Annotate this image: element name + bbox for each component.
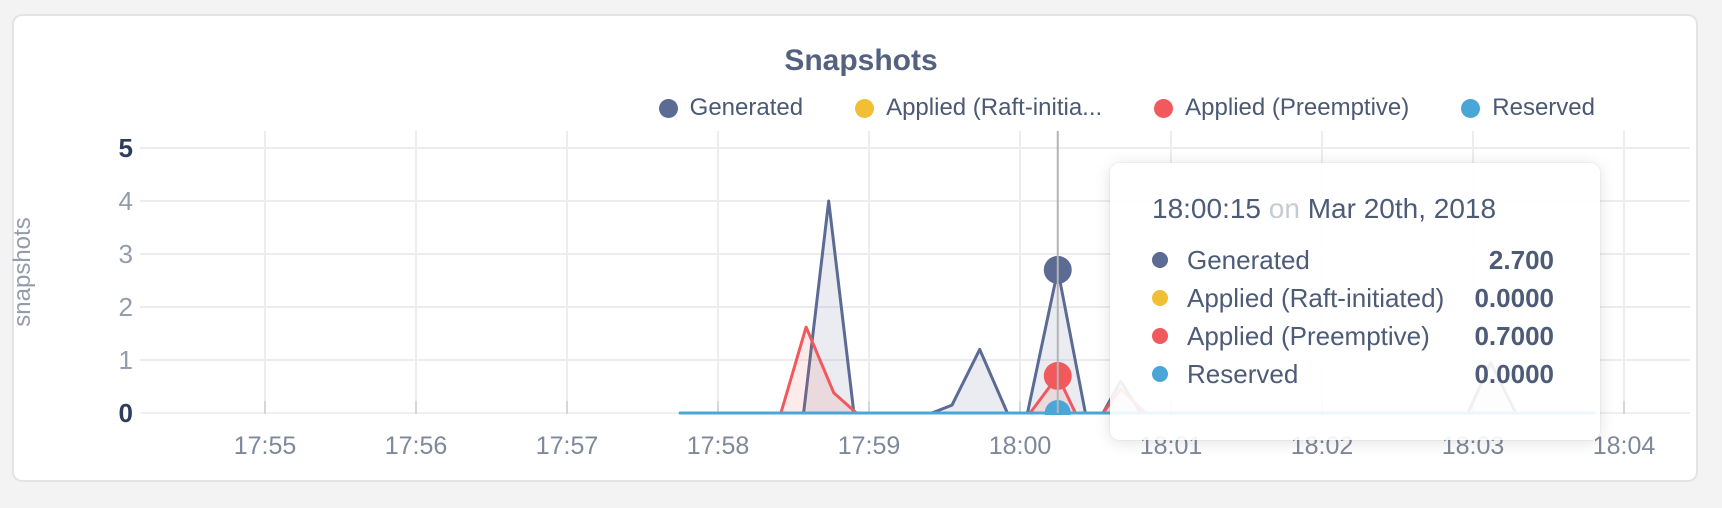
tooltip-series-value: 2.700 bbox=[1488, 244, 1554, 275]
tooltip-series-label: Applied (Raft-initiated) bbox=[1187, 282, 1445, 313]
legend-dot-applied-preemptive-icon bbox=[1154, 98, 1174, 118]
tooltip-dot-reserved-icon bbox=[1152, 366, 1168, 382]
tooltip-row-applied-preemptive: Applied (Preemptive) 0.7000 bbox=[1152, 317, 1554, 355]
x-tick-label: 18:04 bbox=[1592, 432, 1656, 460]
tooltip-dot-generated-icon bbox=[1152, 252, 1168, 268]
legend-item-reserved[interactable]: Reserved bbox=[1461, 94, 1595, 122]
legend-dot-applied-raft-icon bbox=[855, 98, 875, 118]
chart-legend: Generated Applied (Raft-initia... Applie… bbox=[658, 94, 1595, 122]
legend-item-applied-preemptive[interactable]: Applied (Preemptive) bbox=[1154, 94, 1409, 122]
tooltip-dot-applied-preemptive-icon bbox=[1152, 328, 1168, 344]
y-tick-label: 0 bbox=[118, 398, 133, 428]
tooltip-row-applied-raft-initiated: Applied (Raft-initiated) 0.0000 bbox=[1152, 279, 1554, 317]
legend-label: Generated bbox=[689, 94, 804, 121]
tooltip-series-value: 0.7000 bbox=[1474, 320, 1554, 351]
tooltip-on-word: on bbox=[1268, 193, 1300, 224]
tooltip-series-label: Reserved bbox=[1187, 358, 1299, 389]
x-tick-label: 17:59 bbox=[837, 432, 901, 460]
y-tick-label: 4 bbox=[118, 186, 133, 216]
legend-item-applied-raft-initiated[interactable]: Applied (Raft-initia... bbox=[855, 94, 1102, 122]
y-tick-label: 5 bbox=[118, 133, 133, 163]
tooltip-dot-applied-raft-icon bbox=[1152, 290, 1168, 306]
x-tick-label: 17:58 bbox=[686, 432, 750, 460]
tooltip-time: 18:00:15 bbox=[1152, 193, 1261, 224]
tooltip-row-reserved: Reserved 0.0000 bbox=[1152, 355, 1554, 393]
tooltip-series-value: 0.0000 bbox=[1474, 358, 1554, 389]
legend-dot-reserved-icon bbox=[1461, 98, 1481, 118]
tooltip-series-label: Applied (Preemptive) bbox=[1187, 320, 1430, 351]
tooltip-row-generated: Generated 2.700 bbox=[1152, 241, 1554, 279]
chart-title: Snapshots bbox=[784, 44, 938, 77]
x-tick-label: 17:55 bbox=[233, 432, 297, 460]
legend-label: Applied (Raft-initia... bbox=[886, 94, 1103, 121]
y-tick-label: 3 bbox=[118, 239, 133, 269]
x-tick-label: 17:57 bbox=[535, 432, 599, 460]
x-tick-label: 17:56 bbox=[384, 432, 448, 460]
tooltip-timestamp: 18:00:15 on Mar 20th, 2018 bbox=[1152, 193, 1554, 225]
legend-item-generated[interactable]: Generated bbox=[658, 94, 804, 122]
tooltip-series-label: Generated bbox=[1187, 244, 1310, 275]
tooltip-date: Mar 20th, 2018 bbox=[1307, 193, 1497, 224]
y-tick-label: 1 bbox=[118, 345, 133, 375]
legend-label: Applied (Preemptive) bbox=[1185, 94, 1410, 121]
legend-label: Reserved bbox=[1492, 94, 1595, 121]
y-axis-title: snapshots bbox=[9, 217, 36, 327]
hover-tooltip: 18:00:15 on Mar 20th, 2018 Generated 2.7… bbox=[1110, 163, 1600, 440]
legend-dot-generated-icon bbox=[658, 98, 678, 118]
tooltip-series-value: 0.0000 bbox=[1474, 282, 1554, 313]
x-tick-label: 18:00 bbox=[988, 432, 1052, 460]
y-tick-label: 2 bbox=[118, 292, 133, 322]
